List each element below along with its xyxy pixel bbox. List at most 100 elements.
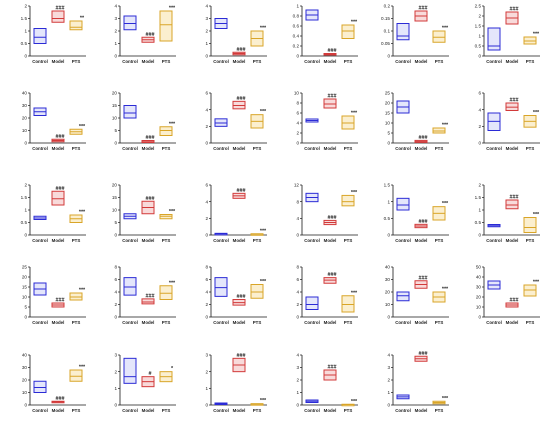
box-model: [414, 280, 428, 289]
significance-mark: ###: [328, 215, 337, 221]
box-outline: [341, 194, 355, 207]
x-category-label: PTS: [162, 408, 171, 413]
x-category-label: Control: [304, 146, 320, 151]
box-outline: [341, 295, 355, 313]
box-pts: [523, 36, 537, 45]
y-tick-label: 0: [296, 141, 299, 146]
box-control: [214, 402, 228, 405]
x-category-label: PTS: [253, 408, 262, 413]
y-tick-label: 0: [205, 141, 208, 146]
box-control: [33, 380, 47, 393]
box-fill: [342, 25, 354, 39]
y-tick-label: 2: [114, 369, 117, 374]
y-tick-label: 20: [476, 295, 482, 300]
y-tick-label: 15: [22, 285, 28, 290]
y-tick-label: 0.5: [475, 220, 482, 225]
y-tick-label: 0: [24, 403, 27, 408]
y-tick-label: 3: [387, 365, 390, 370]
y-tick-label: 0: [205, 403, 208, 408]
x-category-label: Model: [142, 320, 155, 325]
panel-22: 0 2 4 6 8 Control Model ### PTS ***: [296, 265, 358, 325]
significance-mark: ###: [237, 353, 246, 359]
y-tick-label: 6: [114, 277, 117, 282]
box-fill: [397, 198, 409, 210]
panel-29: 0 1 2 3 4 Control Model ### PTS ***: [387, 351, 449, 413]
x-category-label: Control: [122, 320, 138, 325]
y-tick-label: 5: [114, 220, 117, 225]
box-model: [323, 98, 337, 109]
box-outline: [505, 199, 519, 210]
y-tick-label: 4: [296, 353, 299, 358]
significance-mark: ***: [79, 365, 86, 371]
y-tick-label: 1: [205, 386, 208, 391]
panel-4: 0 0.2 0.4 0.6 0.8 1 Control Model ### PTS ***: [293, 4, 358, 64]
y-tick-label: 0: [205, 315, 208, 320]
box-fill: [506, 200, 518, 209]
y-tick-label: 6: [205, 183, 208, 188]
y-tick-label: 0: [24, 315, 27, 320]
panel-7: 0 10 20 30 40 Control Model ### PTS ***: [22, 91, 86, 151]
x-category-label: Control: [486, 238, 502, 243]
box-pts: [250, 30, 264, 47]
significance-mark: #: [149, 371, 152, 377]
x-category-label: PTS: [435, 59, 444, 64]
significance-mark: ###: [146, 135, 155, 141]
box-model: [232, 192, 246, 199]
y-tick-label: 0.05: [381, 41, 390, 46]
box-pts: [69, 20, 83, 31]
box-control: [33, 28, 47, 44]
y-tick-label: 5: [387, 131, 390, 136]
significance-mark: ###: [56, 134, 65, 140]
y-tick-label: 20: [112, 91, 118, 96]
box-pts: [341, 115, 355, 130]
x-category-label: PTS: [72, 320, 81, 325]
y-tick-label: 6: [296, 277, 299, 282]
significance-mark: ***: [351, 20, 358, 26]
x-category-label: PTS: [344, 59, 353, 64]
y-tick-label: 0.5: [475, 44, 482, 49]
x-category-label: Control: [213, 146, 229, 151]
y-tick-label: 10: [22, 128, 28, 133]
significance-mark: ###: [510, 298, 519, 304]
x-category-label: Control: [304, 238, 320, 243]
box-pts: [69, 128, 83, 135]
box-model: [141, 36, 155, 43]
box-outline: [159, 285, 173, 300]
significance-mark: ###: [237, 294, 246, 300]
box-control: [123, 277, 137, 296]
box-control: [123, 15, 137, 31]
panel-15: 0 2 4 6 Control Model ### PTS ***: [205, 183, 267, 243]
y-tick-label: 1.5: [475, 195, 482, 200]
y-tick-label: 1: [114, 41, 117, 46]
x-category-label: Control: [32, 146, 48, 151]
box-control: [305, 9, 319, 21]
y-tick-label: 0: [205, 233, 208, 238]
box-control: [487, 224, 501, 228]
significance-mark: *: [171, 366, 174, 372]
significance-mark: ***: [442, 201, 449, 207]
y-tick-label: 4: [478, 107, 481, 112]
box-fill: [160, 285, 172, 300]
y-tick-label: 20: [22, 116, 28, 121]
significance-mark: ###: [237, 188, 246, 194]
box-fill: [524, 217, 536, 233]
x-category-label: Model: [324, 238, 337, 243]
significance-mark: ***: [533, 110, 540, 116]
x-category-label: Control: [395, 408, 411, 413]
x-category-label: Model: [506, 320, 519, 325]
box-model: [323, 219, 337, 226]
x-category-label: Control: [395, 59, 411, 64]
y-tick-label: 4: [205, 107, 208, 112]
y-tick-label: 4: [114, 4, 117, 9]
box-model: [505, 102, 519, 111]
y-tick-label: 6: [205, 91, 208, 96]
box-model: [51, 138, 65, 143]
y-tick-label: 0: [114, 403, 117, 408]
box-control: [396, 100, 410, 114]
significance-mark: ***: [260, 279, 267, 285]
significance-mark: ***: [79, 124, 86, 130]
significance-mark: ***: [533, 32, 540, 38]
box-pts: [250, 403, 264, 406]
x-category-label: Control: [32, 59, 48, 64]
x-category-label: Control: [213, 408, 229, 413]
